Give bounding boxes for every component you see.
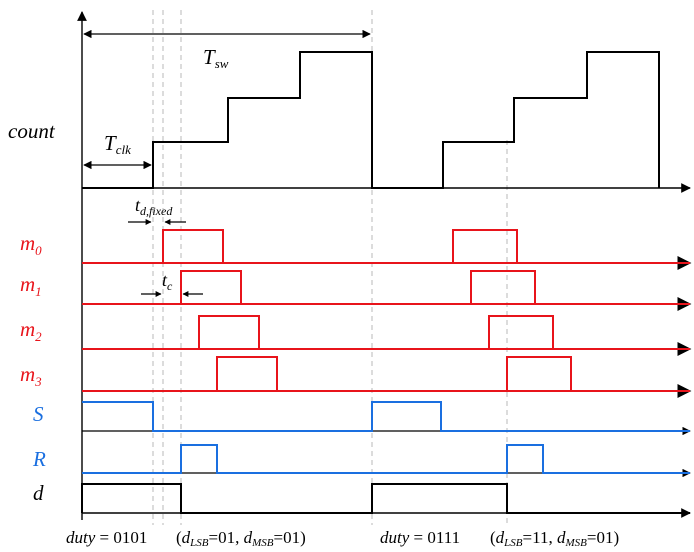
m2-waveform bbox=[82, 315, 690, 350]
d-label: d bbox=[33, 481, 44, 505]
tc-label: tc bbox=[162, 270, 173, 293]
caption-duty-1: duty = 0101 bbox=[66, 528, 147, 547]
m1-waveform bbox=[82, 270, 690, 305]
m3-label: m3 bbox=[20, 362, 42, 389]
tsw-label: Tsw bbox=[203, 45, 229, 71]
m0-label: m0 bbox=[20, 231, 42, 258]
d-waveform bbox=[81, 483, 690, 514]
count-staircase bbox=[82, 51, 660, 189]
r-waveform bbox=[82, 444, 690, 474]
m2-label: m2 bbox=[20, 317, 42, 344]
guide-lines bbox=[152, 10, 508, 525]
m0-waveform bbox=[82, 229, 690, 264]
s-waveform bbox=[82, 401, 690, 432]
m3-waveform bbox=[82, 356, 690, 392]
caption-bits-1: (dLSB=01, dMSB=01) bbox=[176, 528, 306, 549]
td-fixed-label: td,fixed bbox=[135, 195, 173, 218]
r-label: R bbox=[32, 447, 46, 471]
m1-label: m1 bbox=[20, 272, 42, 299]
tclk-label: Tclk bbox=[104, 131, 131, 157]
caption-bits-2: (dLSB=11, dMSB=01) bbox=[490, 528, 619, 549]
s-label: S bbox=[33, 402, 44, 426]
count-label: count bbox=[8, 119, 56, 143]
caption-duty-2: duty = 0111 bbox=[380, 528, 460, 547]
